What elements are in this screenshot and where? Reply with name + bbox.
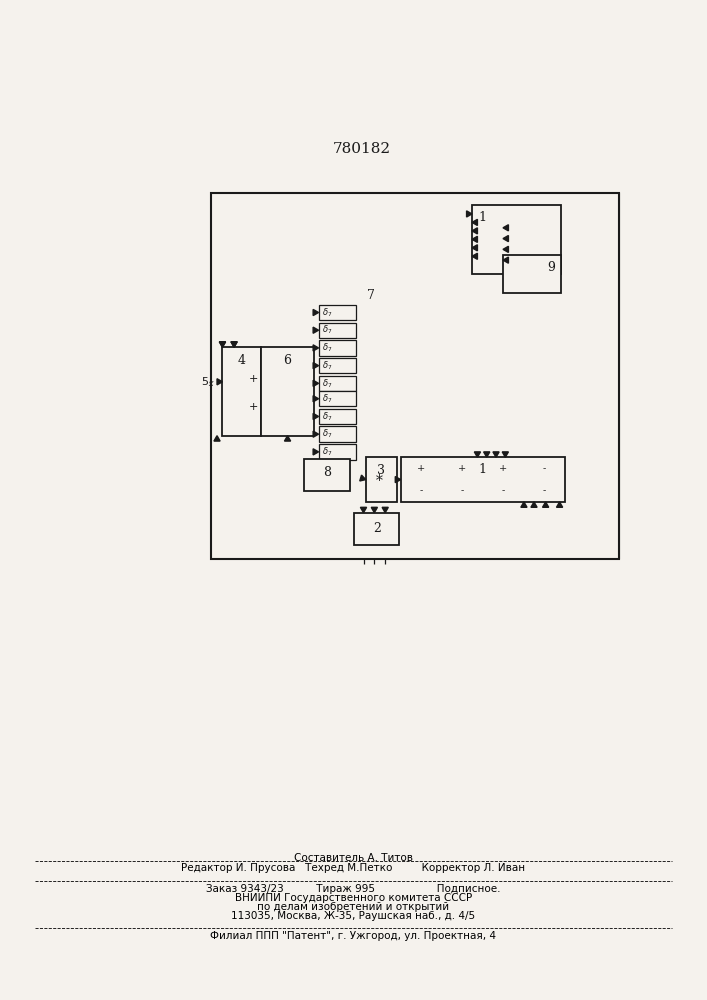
- Polygon shape: [313, 345, 319, 351]
- Bar: [354, 513, 399, 545]
- Polygon shape: [313, 431, 319, 437]
- Bar: [304, 459, 351, 491]
- Polygon shape: [217, 379, 223, 385]
- Polygon shape: [313, 309, 319, 316]
- Text: +: +: [499, 464, 508, 473]
- Text: Составитель А. Титов: Составитель А. Титов: [294, 853, 413, 863]
- Text: +: +: [458, 464, 467, 473]
- Bar: [261, 347, 314, 436]
- Text: Заказ 9343/23          Тираж 995                   Подписное.: Заказ 9343/23 Тираж 995 Подписное.: [206, 884, 501, 894]
- Polygon shape: [472, 245, 477, 251]
- Text: 1: 1: [478, 211, 486, 224]
- Polygon shape: [361, 507, 367, 513]
- Polygon shape: [219, 342, 226, 347]
- Text: +: +: [249, 402, 258, 412]
- Text: по делам изобретений и открытий: по делам изобретений и открытий: [257, 902, 450, 912]
- Bar: [319, 426, 356, 442]
- Bar: [366, 457, 397, 502]
- Text: -: -: [543, 464, 546, 473]
- Text: -: -: [502, 486, 505, 495]
- Bar: [319, 305, 356, 320]
- Text: $\delta_7$: $\delta_7$: [322, 359, 332, 372]
- Polygon shape: [313, 396, 319, 402]
- Polygon shape: [214, 436, 220, 441]
- Polygon shape: [382, 507, 388, 513]
- Text: +: +: [417, 464, 426, 473]
- Text: 6: 6: [284, 354, 291, 367]
- Polygon shape: [313, 449, 319, 455]
- Text: $\delta_7$: $\delta_7$: [322, 324, 332, 336]
- Polygon shape: [503, 225, 508, 231]
- Text: +: +: [249, 374, 258, 384]
- Polygon shape: [231, 342, 237, 347]
- Text: -: -: [461, 486, 464, 495]
- Polygon shape: [521, 502, 527, 507]
- Polygon shape: [313, 380, 319, 386]
- Text: -: -: [543, 486, 546, 495]
- Polygon shape: [313, 327, 319, 333]
- Polygon shape: [542, 502, 549, 507]
- Bar: [319, 376, 356, 391]
- Polygon shape: [474, 452, 481, 457]
- Polygon shape: [472, 228, 477, 234]
- Text: 9: 9: [547, 261, 555, 274]
- Polygon shape: [503, 257, 508, 263]
- Text: 8: 8: [323, 466, 331, 479]
- Bar: [319, 323, 356, 338]
- Text: $\delta_7$: $\delta_7$: [322, 342, 332, 354]
- Polygon shape: [371, 507, 378, 513]
- Polygon shape: [472, 236, 477, 242]
- Polygon shape: [503, 246, 508, 252]
- Text: $\delta_7$: $\delta_7$: [322, 306, 332, 319]
- Bar: [319, 444, 356, 460]
- Bar: [319, 391, 356, 406]
- Bar: [319, 358, 356, 373]
- Text: $\delta_7$: $\delta_7$: [322, 410, 332, 423]
- Polygon shape: [313, 413, 319, 420]
- Bar: [503, 255, 561, 293]
- Text: $\delta_7$: $\delta_7$: [322, 446, 332, 458]
- Polygon shape: [493, 452, 499, 457]
- Text: 2: 2: [373, 522, 380, 535]
- Text: ВНИИПИ Государственного комитета СССР: ВНИИПИ Государственного комитета СССР: [235, 893, 472, 903]
- Bar: [472, 205, 561, 274]
- Bar: [223, 347, 261, 436]
- Text: 4: 4: [238, 354, 246, 367]
- Polygon shape: [284, 436, 291, 441]
- Text: 113035, Москва, Ж-35, Раушская наб., д. 4/5: 113035, Москва, Ж-35, Раушская наб., д. …: [231, 911, 476, 921]
- Text: 3: 3: [378, 464, 385, 477]
- Polygon shape: [484, 452, 490, 457]
- Polygon shape: [502, 452, 508, 457]
- Polygon shape: [231, 342, 237, 347]
- Polygon shape: [467, 211, 472, 217]
- Text: *: *: [375, 474, 382, 488]
- Polygon shape: [472, 219, 477, 225]
- Text: 780182: 780182: [333, 142, 391, 156]
- Polygon shape: [219, 342, 226, 347]
- Polygon shape: [360, 475, 366, 481]
- Text: $\delta_7$: $\delta_7$: [322, 392, 332, 405]
- Text: Редактор И. Прусова   Техред М.Петко         Корректор Л. Иван: Редактор И. Прусова Техред М.Петко Корре…: [182, 863, 525, 873]
- Text: 1: 1: [479, 463, 487, 476]
- Polygon shape: [556, 502, 563, 507]
- Text: $5_x$: $5_x$: [201, 375, 215, 389]
- Polygon shape: [472, 253, 477, 259]
- Polygon shape: [531, 502, 537, 507]
- Polygon shape: [313, 363, 319, 369]
- Text: $\delta_7$: $\delta_7$: [322, 428, 332, 440]
- Text: Филиал ППП "Патент", г. Ужгород, ул. Проектная, 4: Филиал ППП "Патент", г. Ужгород, ул. Про…: [211, 931, 496, 941]
- Polygon shape: [503, 235, 508, 242]
- Text: 7: 7: [368, 289, 375, 302]
- Text: -: -: [420, 486, 423, 495]
- Polygon shape: [395, 477, 401, 483]
- Bar: [319, 409, 356, 424]
- Text: $\delta_7$: $\delta_7$: [322, 377, 332, 390]
- Bar: [211, 193, 619, 559]
- Bar: [401, 457, 565, 502]
- Bar: [319, 340, 356, 356]
